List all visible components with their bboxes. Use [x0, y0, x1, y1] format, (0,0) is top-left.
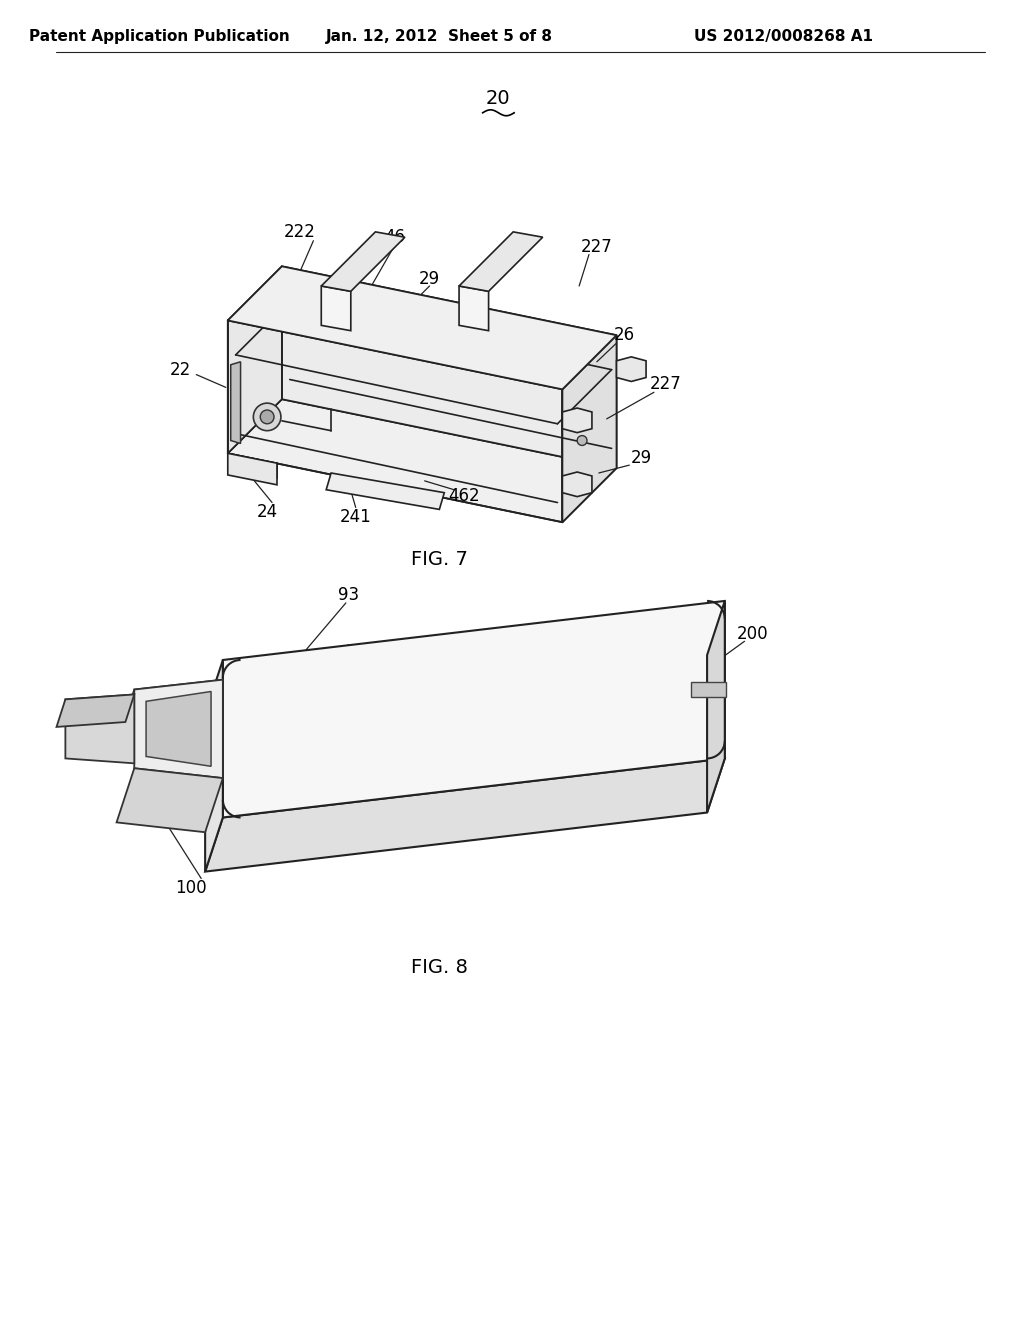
Text: 227: 227 — [581, 238, 612, 256]
Polygon shape — [117, 768, 223, 832]
Polygon shape — [146, 692, 211, 767]
Polygon shape — [205, 660, 223, 871]
Polygon shape — [282, 267, 616, 469]
Polygon shape — [223, 601, 725, 817]
Text: 93: 93 — [338, 586, 359, 605]
Polygon shape — [562, 408, 592, 433]
Polygon shape — [227, 453, 276, 484]
Polygon shape — [205, 759, 725, 871]
Text: 222: 222 — [284, 223, 315, 240]
Text: 462: 462 — [449, 487, 480, 504]
Text: FIG. 8: FIG. 8 — [411, 957, 468, 977]
Text: 46: 46 — [385, 228, 406, 246]
Text: US 2012/0008268 A1: US 2012/0008268 A1 — [694, 29, 873, 45]
Text: 24: 24 — [257, 503, 278, 521]
Polygon shape — [459, 232, 543, 292]
Ellipse shape — [260, 411, 274, 424]
Polygon shape — [708, 601, 725, 813]
Circle shape — [578, 436, 587, 445]
Polygon shape — [227, 399, 616, 523]
Polygon shape — [227, 267, 282, 453]
Text: 29: 29 — [419, 271, 440, 288]
Polygon shape — [327, 473, 444, 510]
Polygon shape — [616, 356, 646, 381]
Polygon shape — [66, 694, 134, 763]
Polygon shape — [322, 286, 351, 331]
Polygon shape — [322, 232, 404, 292]
Text: 22: 22 — [170, 360, 191, 379]
Text: 100: 100 — [175, 879, 207, 898]
Text: 26: 26 — [613, 326, 635, 345]
Polygon shape — [117, 680, 223, 743]
Ellipse shape — [253, 403, 281, 430]
Polygon shape — [562, 335, 616, 523]
Polygon shape — [56, 694, 134, 727]
Text: Jan. 12, 2012  Sheet 5 of 8: Jan. 12, 2012 Sheet 5 of 8 — [326, 29, 553, 45]
Text: 227: 227 — [650, 375, 682, 393]
Polygon shape — [230, 362, 241, 444]
Polygon shape — [134, 680, 223, 777]
Text: 600: 600 — [610, 614, 647, 634]
Text: FIG. 7: FIG. 7 — [411, 550, 468, 569]
Text: 200: 200 — [736, 626, 768, 643]
Text: 20: 20 — [486, 90, 511, 108]
Polygon shape — [562, 473, 592, 496]
Text: 29: 29 — [631, 449, 651, 467]
Polygon shape — [227, 267, 616, 389]
Polygon shape — [459, 286, 488, 331]
Text: 241: 241 — [340, 508, 372, 527]
Text: Patent Application Publication: Patent Application Publication — [29, 29, 289, 45]
Polygon shape — [691, 681, 726, 697]
